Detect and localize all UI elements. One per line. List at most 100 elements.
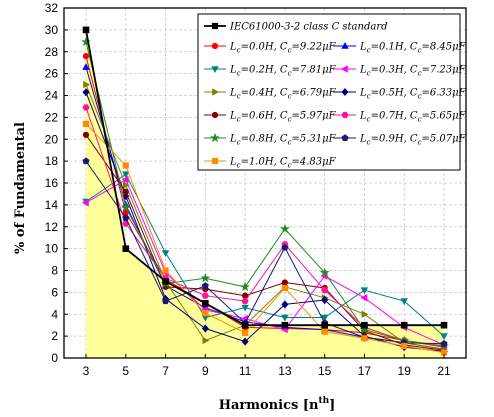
data-point (400, 298, 408, 306)
data-point (280, 223, 290, 234)
legend-label-part: L (229, 111, 237, 122)
data-point (82, 131, 90, 138)
legend-label-part: L (359, 65, 367, 76)
legend-label-part: =7.81μF (292, 65, 337, 76)
legend-label: Lc=0.5H, Cc=6.33μF (359, 88, 467, 101)
legend-label-part: L (359, 111, 367, 122)
series-line (85, 134, 445, 351)
series-line (85, 107, 445, 348)
legend-label-part: =1.0H, C (241, 157, 288, 168)
legend-label-part: =0.8H, C (241, 134, 288, 145)
legend-label-part: =6.33μF (422, 88, 467, 99)
legend-label-part: c (288, 70, 292, 78)
series-lines (81, 36, 449, 356)
legend-label-part: c (237, 70, 241, 78)
data-point (241, 297, 249, 305)
data-point (321, 295, 329, 305)
data-point (122, 162, 129, 169)
standard-point (361, 321, 368, 329)
data-point (81, 36, 91, 47)
y-tick-label: 12 (45, 220, 59, 234)
legend-label: Lc=0.7H, Cc=5.65μF (359, 111, 467, 124)
y-tick-label: 0 (51, 351, 58, 365)
data-point (83, 80, 91, 89)
legend-label-part: L (229, 42, 237, 53)
legend-label-part: c (288, 139, 292, 147)
legend-label-part: =0.0H, C (241, 42, 288, 53)
data-point (361, 310, 369, 319)
data-point (122, 171, 130, 179)
data-point (120, 202, 131, 212)
data-point (281, 314, 289, 322)
data-point (241, 337, 249, 346)
data-point (201, 282, 209, 289)
legend-label-part: c (288, 93, 292, 101)
legend-entry: Lc=0.4H, Cc=6.79μF (204, 88, 337, 101)
legend-marker (341, 87, 349, 97)
x-tick-label: 13 (278, 364, 292, 378)
data-point (281, 279, 288, 286)
legend-entry: Lc=0.8H, Cc=5.31μF (204, 132, 337, 147)
y-tick-label: 26 (45, 67, 59, 81)
legend-box (197, 13, 461, 171)
standard-point (162, 278, 169, 285)
x-axis-label-sup: th (318, 396, 329, 406)
legend-label-part: L (229, 65, 237, 76)
data-point (162, 297, 170, 305)
legend-label-part: c (367, 139, 371, 147)
standard-line-path (85, 29, 444, 327)
data-point (201, 324, 209, 333)
legend-label-part: L (229, 157, 237, 168)
data-point (321, 287, 329, 294)
legend: IEC61000-3-2 class C standard Lc =0.0H, C c… (197, 13, 467, 171)
legend-label-part: =8.45μF (422, 42, 467, 53)
legend-label-part: =5.97μF (292, 111, 337, 122)
legend-label-part: =0.7H, C (371, 111, 418, 122)
x-tick-label: 3 (83, 364, 90, 378)
x-axis-label: Harmonics [nth] (219, 396, 336, 413)
data-point (202, 310, 209, 317)
legend-marker (211, 42, 219, 50)
legend-marker (211, 66, 219, 74)
y-tick-label: 8 (51, 264, 58, 278)
legend-entry: Lc=0.3H, Cc=7.23μF (334, 65, 467, 78)
legend-marker (341, 41, 349, 49)
legend-label-part: c (418, 93, 422, 101)
legend-label: Lc=0.2H, Cc=7.81μF (229, 65, 337, 78)
legend-marker (210, 132, 220, 143)
x-axis-label-end: ] (329, 398, 335, 413)
legend-label-part: =7.23μF (422, 65, 467, 76)
x-axis-ticks: 3 5 7 9 11 13 15 17 19 21 (83, 354, 451, 378)
y-tick-label: 2 (51, 329, 58, 343)
data-point (121, 175, 129, 184)
y-tick-label: 16 (45, 176, 59, 190)
legend-marker (211, 22, 219, 30)
legend-label: IEC61000-3-2 class C standard (229, 22, 388, 33)
data-point (401, 342, 408, 350)
legend-entry: Lc=0.6H, Cc=5.97μF (204, 111, 337, 124)
data-point (240, 281, 250, 292)
legend-label-part: =0.2H, C (241, 65, 288, 76)
legend-marker (341, 111, 349, 119)
series-line (85, 123, 445, 353)
y-tick-label: 18 (45, 154, 59, 168)
x-tick-label: 5 (122, 364, 129, 378)
y-tick-label: 20 (45, 132, 59, 146)
y-tick-label: 30 (45, 23, 59, 37)
standard-point (440, 321, 448, 329)
data-point (319, 267, 330, 277)
legend-label-part: c (367, 93, 371, 101)
series-5 (82, 88, 448, 356)
legend-label-part: L (359, 42, 367, 53)
data-point (162, 267, 169, 274)
data-point (81, 198, 89, 207)
series-line (85, 41, 445, 347)
legend-label-part: c (367, 70, 371, 78)
x-tick-label: 15 (318, 364, 332, 378)
data-point (281, 300, 289, 309)
legend-label-part: =9.22μF (292, 42, 337, 53)
legend-label-part: =0.4H, C (241, 88, 288, 99)
legend-label-part: =0.1H, C (371, 42, 418, 53)
y-tick-label: 14 (45, 198, 59, 212)
